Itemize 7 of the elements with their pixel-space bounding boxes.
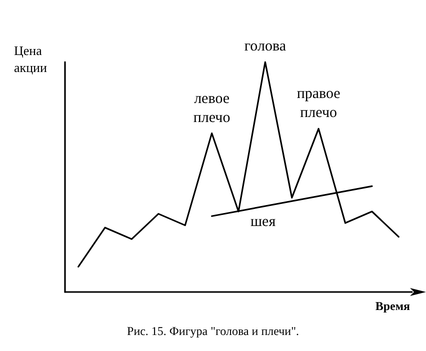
text: голова [244,38,286,54]
annotation: шея [250,214,276,230]
annotation: правое плечо [296,86,341,122]
text: Рис. 15. Фигура "голова и плечи". [127,324,299,338]
x-axis-title: Время [375,299,411,313]
y-axis-title: Цена акции [14,43,47,75]
annotation: левое плечо [193,90,230,126]
